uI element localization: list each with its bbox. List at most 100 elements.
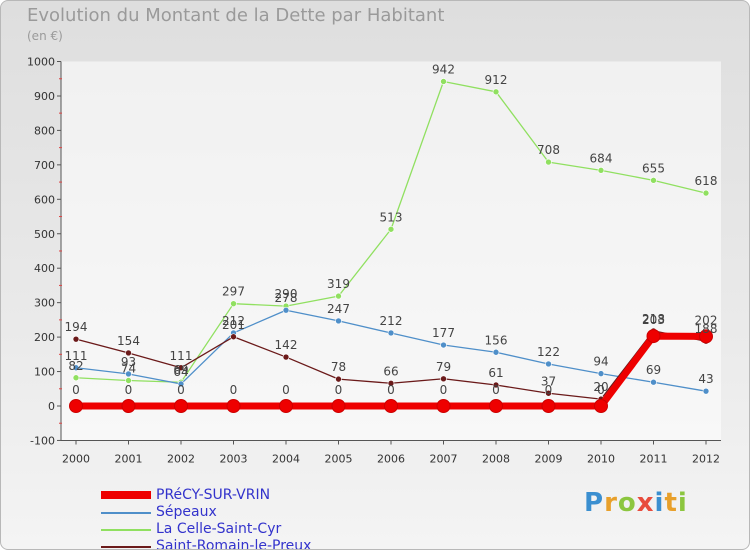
x-tick-label: 2006 [377, 452, 405, 465]
x-tick-label: 2010 [587, 452, 615, 465]
data-label: 142 [275, 338, 298, 352]
data-label: 912 [485, 73, 508, 87]
data-point [174, 399, 188, 413]
data-label: 247 [327, 302, 350, 316]
y-tick-label: 300 [34, 297, 55, 310]
data-label: 297 [222, 285, 245, 299]
data-point [335, 292, 342, 300]
data-point [594, 399, 608, 413]
data-label: 154 [117, 334, 140, 348]
data-label: 69 [173, 363, 188, 377]
y-tick-label: 1000 [27, 56, 55, 69]
x-tick-label: 2000 [62, 452, 90, 465]
data-label: 203 [642, 313, 665, 327]
data-point [387, 329, 395, 337]
data-label: 194 [65, 320, 88, 334]
y-tick-label: 700 [34, 159, 55, 172]
data-point [545, 158, 552, 166]
legend-swatch [101, 546, 151, 548]
x-tick-label: 2003 [220, 452, 248, 465]
data-label: 66 [383, 364, 398, 378]
data-label: 0 [282, 383, 290, 397]
data-label: 618 [695, 174, 718, 188]
data-point [72, 364, 80, 372]
x-tick-label: 2002 [167, 452, 195, 465]
data-label: 82 [68, 359, 83, 373]
logo-letter: i [677, 488, 688, 518]
data-label: 61 [488, 366, 503, 380]
data-label: 319 [327, 277, 350, 291]
data-label: 0 [335, 383, 343, 397]
legend-swatch [101, 529, 151, 531]
data-label: 0 [230, 383, 238, 397]
legend-item-sepeaux: Sépeaux [101, 504, 361, 521]
data-label: 0 [545, 383, 553, 397]
data-point [72, 374, 80, 382]
data-label: 212 [222, 314, 245, 328]
y-tick-label: -100 [30, 434, 55, 447]
data-label: 177 [432, 326, 455, 340]
legend-label: La Celle-Saint-Cyr [156, 521, 282, 537]
data-point [597, 167, 605, 174]
data-point [436, 399, 451, 413]
data-label: 513 [380, 210, 403, 224]
legend-label: PRéCY-SUR-VRIN [156, 487, 271, 503]
x-tick-label: 2001 [115, 452, 143, 465]
x-tick-label: 2008 [482, 452, 510, 465]
data-label: 201 [222, 318, 245, 332]
data-label: 37 [541, 374, 556, 388]
x-tick-label: 2004 [272, 452, 300, 465]
y-tick-label: 0 [48, 400, 55, 413]
data-point [282, 353, 290, 361]
proxiti-logo: Proxiti [584, 488, 688, 518]
data-label: 78 [331, 360, 346, 374]
data-point [282, 306, 290, 314]
unit-label: (en €) [27, 29, 63, 43]
data-point [492, 348, 500, 356]
y-tick-label: 400 [34, 262, 55, 275]
data-point [492, 88, 500, 96]
data-point [702, 387, 710, 395]
y-tick-label: 500 [34, 228, 55, 241]
data-point [650, 378, 657, 386]
logo-letter: r [604, 488, 618, 518]
data-label: 93 [121, 355, 136, 369]
data-point [699, 329, 713, 344]
logo-letter: x [636, 488, 655, 518]
data-point [492, 381, 500, 389]
legend-swatch [101, 512, 151, 514]
legend-item-la-celle: La Celle-Saint-Cyr [101, 521, 361, 538]
data-label: 0 [72, 383, 80, 397]
data-label: 290 [275, 287, 298, 301]
data-point [702, 189, 710, 197]
data-point [230, 333, 237, 341]
data-point [541, 399, 556, 413]
x-tick-label: 2011 [640, 452, 668, 465]
data-label: 0 [125, 383, 133, 397]
data-point [545, 389, 552, 397]
data-label: 79 [436, 360, 451, 374]
data-label: 655 [642, 161, 665, 175]
y-tick-label: 900 [34, 90, 55, 103]
x-tick-label: 2007 [430, 452, 458, 465]
data-point [387, 379, 395, 387]
data-point [384, 399, 398, 413]
data-point [177, 364, 185, 372]
chart-title: Evolution du Montant de la Dette par Hab… [27, 5, 445, 26]
data-label: 202 [695, 313, 718, 327]
data-label: 0 [597, 383, 605, 397]
logo-letter: o [617, 488, 637, 518]
data-point [387, 225, 395, 233]
data-label: 684 [590, 151, 613, 165]
logo-letter: i [654, 488, 665, 518]
legend-swatch [101, 491, 151, 499]
y-tick-label: 600 [34, 193, 55, 206]
logo-letter: t [664, 488, 678, 518]
data-point [177, 380, 185, 388]
data-label: 188 [695, 322, 718, 336]
y-tick-label: 100 [34, 366, 55, 379]
data-point [125, 349, 132, 357]
data-point [440, 375, 447, 383]
